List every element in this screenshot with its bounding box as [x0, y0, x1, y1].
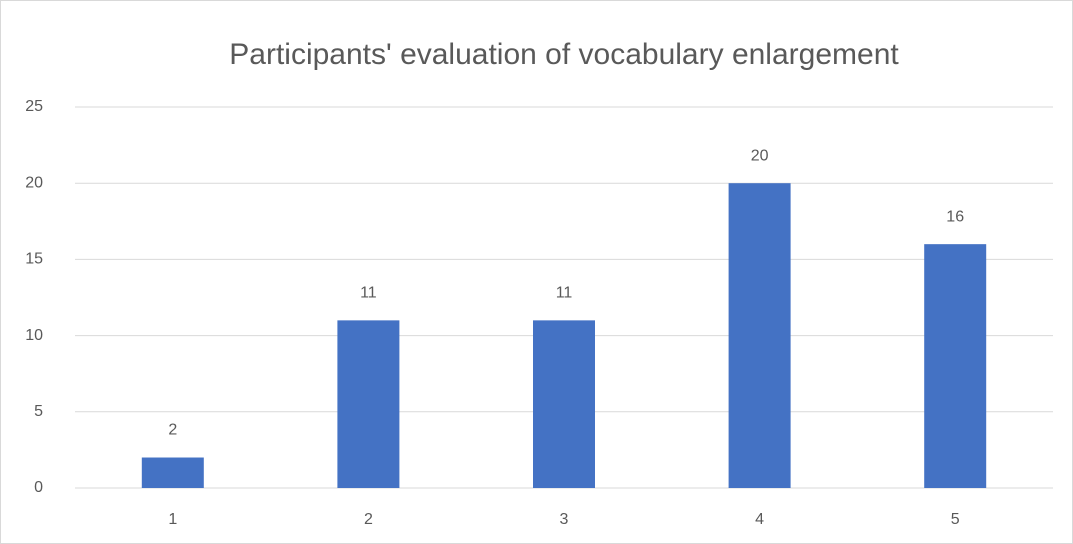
x-tick-label: 3	[560, 511, 569, 528]
data-label: 2	[168, 422, 177, 439]
y-tick-label: 0	[34, 479, 43, 496]
bar	[728, 183, 791, 488]
x-tick-label: 2	[364, 511, 373, 528]
bar	[141, 457, 204, 488]
x-tick-label: 4	[755, 511, 764, 528]
y-tick-label: 10	[25, 327, 43, 344]
chart-title: Participants' evaluation of vocabulary e…	[229, 38, 899, 71]
data-label: 11	[556, 285, 573, 302]
data-label: 16	[946, 208, 964, 225]
y-tick-label: 20	[25, 174, 43, 191]
y-tick-label: 5	[34, 403, 43, 420]
bar	[924, 244, 987, 488]
bar	[533, 320, 595, 488]
x-tick-label: 1	[168, 511, 177, 528]
y-tick-label: 25	[25, 98, 43, 115]
bar	[337, 320, 400, 488]
y-tick-label: 15	[25, 251, 43, 268]
data-label: 11	[360, 285, 377, 302]
x-tick-label: 5	[951, 511, 960, 528]
data-label: 20	[751, 147, 769, 164]
